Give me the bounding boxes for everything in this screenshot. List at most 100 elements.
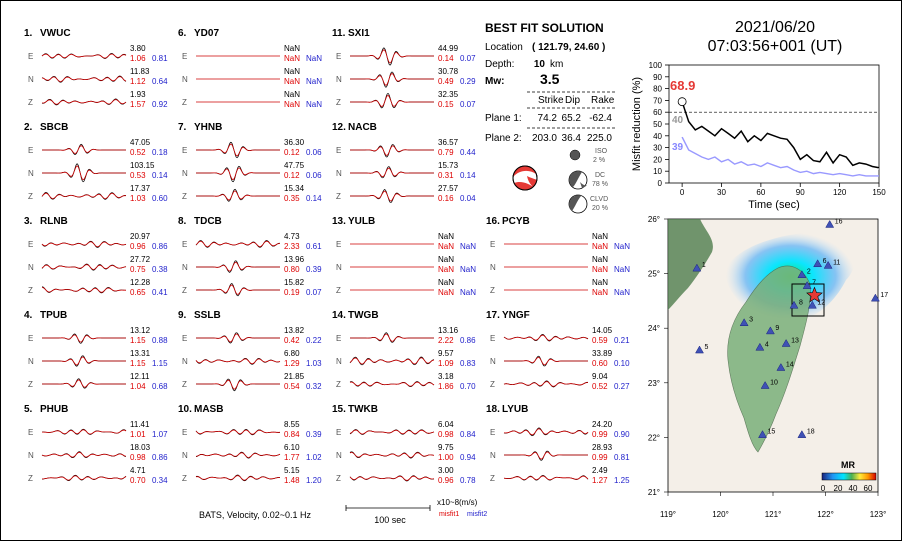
amplitude-value: 12.11 [130,372,150,381]
map-station-marker [739,318,749,326]
component-label: N [336,357,342,366]
mr-ytick-label: 10 [653,167,662,176]
component-label: Z [182,98,187,107]
station-number: 1. [24,28,33,39]
misfit1-value: NaN [284,77,300,86]
amplitude-value: 11.83 [130,67,150,76]
mr-ytick-label: 40 [653,132,662,141]
mr-ytick-label: 90 [653,73,662,82]
map-station-label: 9 [775,325,779,332]
misfit1-value: NaN [438,242,454,251]
header-dip: Dip [565,95,580,106]
component-label: E [336,52,341,61]
map-station-label: 18 [807,429,815,436]
synthetic-trace [196,190,280,201]
plane1-strike: 74.2 [538,113,558,124]
component-label: E [28,428,33,437]
misfit1-value: 0.19 [284,288,300,297]
misfit2-value: 0.88 [152,336,168,345]
china-coast [668,219,713,310]
amplitude-value: 9.04 [592,372,608,381]
component-label: E [336,146,341,155]
amplitude-value: NaN [284,90,300,99]
map-station-label: 5 [705,344,709,351]
synthetic-trace [195,452,281,458]
mr-xtick-label: 90 [796,188,805,197]
component-label: E [28,334,33,343]
amplitude-value: 6.10 [284,443,300,452]
component-label: E [182,52,187,61]
map-station-label: 17 [880,292,888,299]
misfit2-value: 0.61 [306,242,322,251]
component-label: Z [28,380,33,389]
misfit2-value: NaN [614,242,630,251]
map-station-label: 15 [768,429,776,436]
synthetic-trace [350,333,434,342]
observed-trace [350,47,434,66]
station-name: TWGB [348,310,379,321]
amplitude-value: NaN [592,278,608,287]
amplitude-value: 33.89 [592,349,613,358]
misfit2-value: 0.07 [460,54,476,63]
component-label: N [490,263,496,272]
plane1-dip: 65.2 [562,113,582,124]
amplitude-value: 36.57 [438,138,459,147]
iso-ball [569,149,581,161]
misfit2-value: 0.90 [614,430,630,439]
mr-ytick-label: 80 [653,85,662,94]
map-xtick-label: 122° [817,510,834,519]
amplitude-value: 15.82 [284,278,305,287]
misfit1-value: 1.57 [130,100,146,109]
misfit1-value: 1.09 [438,359,454,368]
plane2-dip: 36.4 [562,133,582,144]
amplitude-value: 47.75 [284,161,305,170]
station-number: 16. [486,216,500,227]
station-panel-vwuc: 1. VWUC E 3.801.06 0.81 N 11.831.12 0.64 Z 1.931.… [24,28,168,109]
misfit1-value: 0.70 [130,476,146,485]
synthetic-trace [196,284,280,295]
station-panel-nacb: 12. NACB E 36.570.79 0.44 N 15.730.31 0.14 Z 27.5… [332,122,476,203]
observed-trace [41,98,127,106]
misfit1-value: 1.29 [284,359,300,368]
misfit2-legend: misfit2 [467,511,487,518]
misfit2-value: 0.68 [152,382,168,391]
misfit2-value: 0.07 [460,100,476,109]
map-station-label: 6 [823,258,827,265]
station-number: 9. [178,310,187,321]
amplitude-value: 11.41 [130,420,150,429]
component-label: Z [182,474,187,483]
mr-label-b: 39 [672,142,684,153]
component-label: N [182,451,188,460]
amplitude-value: NaN [284,67,300,76]
amplitude-value: 5.15 [284,466,300,475]
misfit1-value: 0.98 [130,453,146,462]
observed-trace [196,378,280,392]
synthetic-trace [196,333,280,343]
synthetic-trace [41,264,127,270]
map-station-label: 14 [786,362,794,369]
station-number: 7. [178,122,187,133]
amplitude-value: 30.78 [438,67,459,76]
amplitude-value: 15.73 [438,161,459,170]
clvd-label: CLVD [590,196,608,203]
synthetic-trace [195,429,280,435]
station-name: MASB [194,404,223,415]
misfit1-value: 0.98 [438,430,454,439]
observed-trace [350,93,434,109]
synthetic-trace [504,451,588,460]
misfit1-value: 0.99 [592,430,608,439]
station-panel-yngf: 17. YNGF E 14.050.59 0.21 N 33.890.60 0.10 Z 9.04… [486,310,630,391]
component-label: Z [336,380,341,389]
component-label: Z [336,286,341,295]
dc-ball [568,170,588,190]
misfit2-value: 0.86 [152,242,168,251]
component-label: N [28,451,34,460]
component-label: N [336,451,342,460]
misfit1-value: 2.33 [284,242,300,251]
synthetic-trace [350,95,434,107]
misfit2-value: 0.21 [614,336,630,345]
component-label: N [490,451,496,460]
station-name: PHUB [40,404,68,415]
